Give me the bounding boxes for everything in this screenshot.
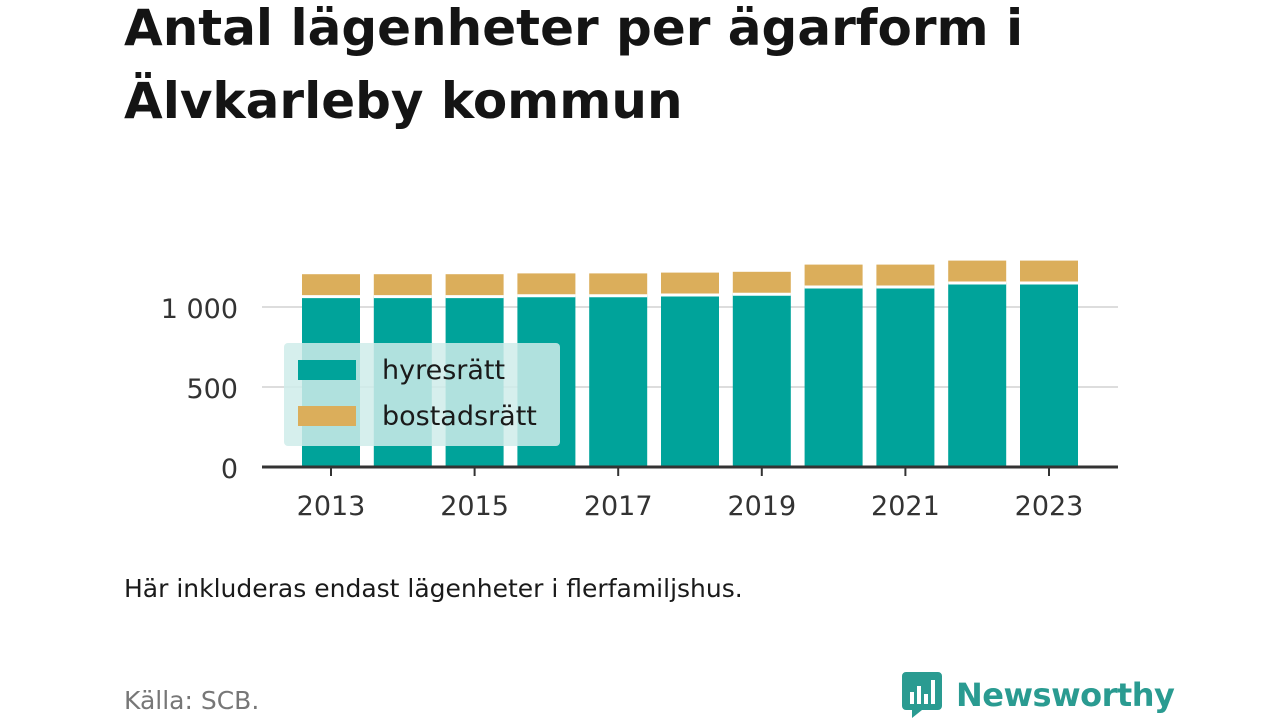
bar-bostadsratt-2017 xyxy=(589,273,648,296)
newsworthy-logo-icon xyxy=(902,672,942,718)
x-tick-label: 2023 xyxy=(1015,491,1084,522)
x-tick-label: 2017 xyxy=(584,491,653,522)
bar-hyresratt-2023 xyxy=(1020,283,1078,467)
bar-bostadsratt-2016 xyxy=(517,273,576,296)
bar-bostadsratt-2018 xyxy=(661,272,719,295)
chart-title: Antal lägenheter per ägarform i Älvkarle… xyxy=(124,0,1024,130)
y-axis-ticks: 0 500 1 000 xyxy=(161,294,238,485)
y-tick-label: 1 000 xyxy=(161,294,238,325)
bar-bostadsratt-2023 xyxy=(1020,260,1078,283)
x-tick-label: 2013 xyxy=(297,491,366,522)
bar-hyresratt-2021 xyxy=(876,287,935,467)
x-tick-label: 2019 xyxy=(727,491,796,522)
bar-bostadsratt-2015 xyxy=(445,274,504,297)
source-text: Källa: SCB. xyxy=(124,686,260,715)
x-axis: 2013 2015 2017 2019 2021 2023 xyxy=(262,465,1118,522)
y-tick-label: 0 xyxy=(221,454,238,485)
legend-swatch xyxy=(298,360,356,380)
x-tick-label: 2015 xyxy=(440,491,509,522)
bar-bostadsratt-2013 xyxy=(302,274,360,297)
bar-hyresratt-2017 xyxy=(589,295,648,467)
chart-note: Här inkluderas endast lägenheter i flerf… xyxy=(124,574,743,603)
y-tick-label: 500 xyxy=(186,374,238,405)
bar-bostadsratt-2021 xyxy=(876,264,935,287)
brand-name: Newsworthy xyxy=(956,676,1175,714)
x-tick-label: 2021 xyxy=(871,491,940,522)
bar-hyresratt-2022 xyxy=(948,283,1007,467)
bar-hyresratt-2018 xyxy=(661,295,719,467)
bar-bostadsratt-2019 xyxy=(732,271,791,295)
bar-bostadsratt-2014 xyxy=(373,274,432,297)
bar-bostadsratt-2020 xyxy=(804,264,863,287)
bar-hyresratt-2020 xyxy=(804,287,863,467)
bar-hyresratt-2019 xyxy=(732,294,791,467)
newsworthy-logo: Newsworthy xyxy=(902,672,1175,718)
legend-label: hyresrätt xyxy=(382,355,505,386)
legend-label: bostadsrätt xyxy=(382,401,537,432)
bar-bostadsratt-2022 xyxy=(948,260,1007,283)
legend-swatch xyxy=(298,406,356,426)
legend: hyresrätt bostadsrätt xyxy=(284,343,560,446)
